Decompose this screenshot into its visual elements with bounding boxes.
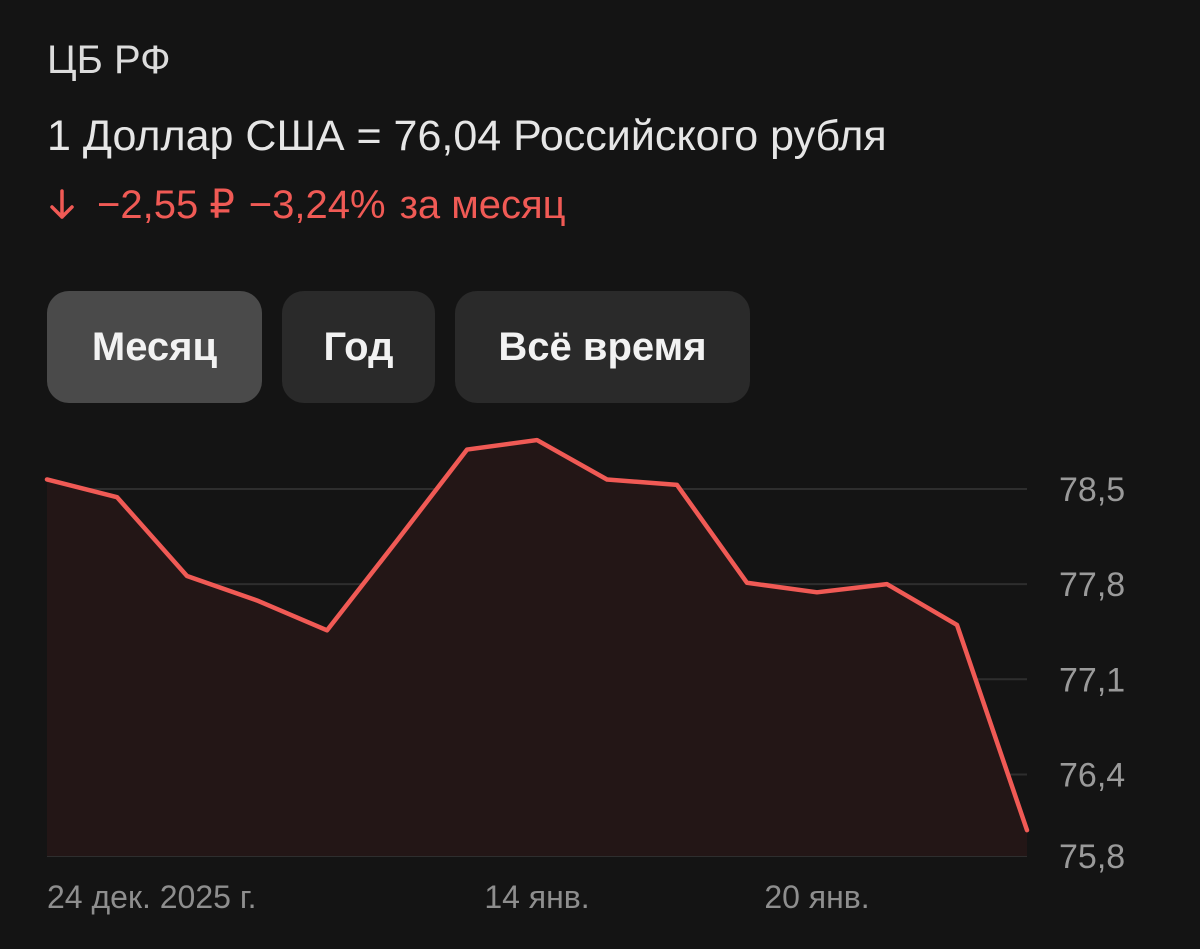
change-absolute: −2,55 ₽ xyxy=(97,183,235,227)
rate-change: −2,55 ₽ −3,24% за месяц xyxy=(47,180,566,230)
y-tick-label: 78,5 xyxy=(1059,471,1125,509)
period-tabs: Месяц Год Всё время xyxy=(47,291,750,403)
y-tick-label: 75,8 xyxy=(1059,838,1125,876)
change-period: за месяц xyxy=(399,183,566,227)
chart-area xyxy=(47,440,1027,856)
source-title: ЦБ РФ xyxy=(47,38,171,82)
x-tick-label: 14 янв. xyxy=(484,879,589,915)
tab-year[interactable]: Год xyxy=(282,291,435,403)
y-tick-label: 77,8 xyxy=(1059,566,1125,604)
tab-all-time[interactable]: Всё время xyxy=(455,291,750,403)
y-tick-label: 76,4 xyxy=(1059,756,1125,794)
exchange-rate: 1 Доллар США = 76,04 Российского рубля xyxy=(47,112,887,160)
change-percent: −3,24% xyxy=(248,183,386,227)
x-tick-label: 24 дек. 2025 г. xyxy=(47,879,256,915)
y-tick-label: 77,1 xyxy=(1059,661,1125,699)
tab-month[interactable]: Месяц xyxy=(47,291,262,403)
arrow-down-icon xyxy=(50,189,74,219)
x-tick-label: 20 янв. xyxy=(764,879,869,915)
chart-line xyxy=(44,437,1030,833)
